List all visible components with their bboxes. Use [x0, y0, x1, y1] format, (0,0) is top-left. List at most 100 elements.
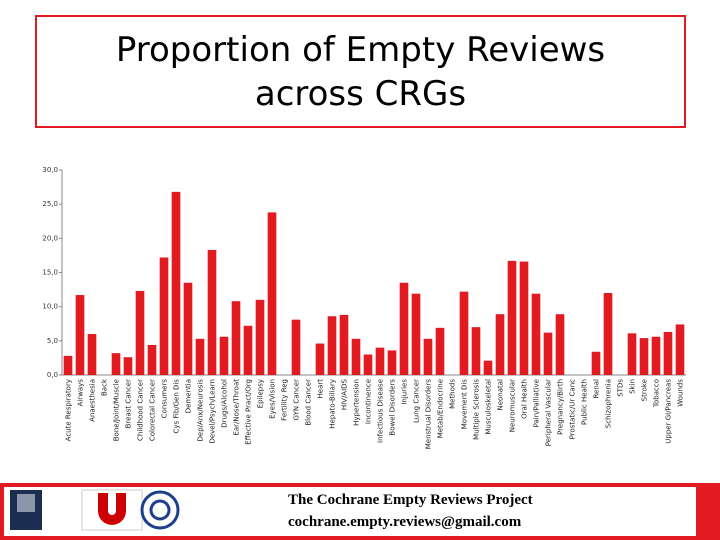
bar: [363, 354, 373, 375]
bar: [531, 293, 541, 375]
bar: [471, 327, 481, 375]
x-tick-label: Upper GI/Pancreas: [665, 379, 673, 444]
bar: [231, 301, 241, 375]
bar: [267, 212, 277, 375]
bar: [183, 282, 193, 375]
x-tick-label: Eyes/Vision: [269, 379, 277, 419]
x-tick-label: Drugs/Alcohol: [221, 379, 229, 428]
bar: [663, 331, 673, 375]
x-tick-label: Pregnancy/Birth: [557, 379, 565, 435]
x-tick-label: Prostatic/Ur Canc: [569, 379, 577, 440]
x-tick-label: Breast Cancer: [125, 379, 133, 429]
bar: [603, 293, 613, 375]
chart-title: Proportion of Empty Reviews across CRGs: [115, 29, 606, 114]
x-tick-label: Dep/Anx/Neurosis: [197, 379, 205, 442]
bar: [387, 350, 397, 375]
x-tick-label: GYN Cancer: [293, 379, 301, 421]
y-tick-label: 30,0: [42, 166, 58, 174]
x-tick-label: Musculoskeletal: [485, 379, 493, 435]
bar: [639, 338, 649, 375]
footer-project: The Cochrane Empty Reviews Project: [288, 492, 533, 508]
y-tick-label: 5,0: [47, 337, 58, 345]
x-tick-label: Neonatal: [497, 379, 505, 411]
x-tick-label: Airways: [77, 379, 85, 407]
x-tick-label: Menstrual Disorders: [425, 379, 433, 450]
x-tick-label: Effective Pract/Org: [245, 379, 253, 445]
bar: [255, 299, 265, 375]
bar: [291, 319, 301, 375]
x-tick-label: Schizophrenia: [605, 379, 613, 428]
x-tick-label: Bowel Disorders: [389, 379, 397, 436]
x-tick-label: STDs: [617, 379, 625, 397]
x-tick-label: Oral Health: [521, 379, 529, 419]
x-tick-label: Multiple Sclerosis: [473, 379, 481, 440]
bar: [195, 338, 205, 375]
x-tick-label: Skin: [629, 379, 637, 394]
x-tick-label: Back: [101, 378, 109, 396]
x-tick-label: Acute Respiratory: [65, 379, 73, 441]
x-tick-label: Renal: [593, 379, 601, 399]
x-tick-label: Tobacco: [653, 379, 661, 408]
x-tick-label: Hepato-Biliary: [329, 379, 337, 429]
bar: [375, 347, 385, 375]
y-tick-label: 20,0: [42, 234, 58, 242]
bar: [519, 261, 529, 375]
x-tick-label: Devel/Psych/Learn: [209, 379, 217, 444]
x-tick-label: HIV/AIDS: [341, 378, 349, 410]
x-tick-label: Dementia: [185, 379, 193, 413]
bar: [111, 353, 121, 375]
bar: [495, 314, 505, 375]
x-tick-label: Methods: [449, 379, 457, 409]
bar: [339, 314, 349, 375]
x-tick-label: Ear/Nose/Throat: [233, 379, 241, 436]
x-tick-label: Anaesthesia: [89, 379, 97, 422]
x-tick-label: Infectious Disease: [377, 379, 385, 443]
bar: [627, 333, 637, 375]
x-tick-label: Incontinence: [365, 379, 373, 424]
x-tick-label: Epilepsy: [257, 379, 265, 408]
x-tick-label: Childhood Cancer: [137, 379, 145, 441]
x-tick-label: Consumers: [161, 379, 169, 419]
x-tick-label: Public Health: [581, 379, 589, 425]
bar: [483, 360, 493, 375]
bar: [351, 338, 361, 375]
x-tick-label: Peripheral Vascular: [545, 379, 553, 446]
utah-logo: [81, 489, 143, 531]
bar: [435, 327, 445, 375]
x-tick-label: Hypertension: [353, 379, 361, 426]
x-tick-label: Neuromuscular: [509, 379, 517, 432]
bar: [543, 332, 553, 375]
y-tick-label: 10,0: [42, 303, 58, 311]
x-tick-label: Metab/Endocrine: [437, 379, 445, 438]
bar: [555, 314, 565, 375]
x-tick-label: Cys Fib/Gen Dis: [173, 379, 181, 434]
bar: [159, 257, 169, 375]
y-tick-label: 15,0: [42, 269, 58, 277]
x-tick-label: Movement Dis: [461, 379, 469, 430]
y-tick-label: 25,0: [42, 200, 58, 208]
bar: [147, 344, 157, 375]
bar: [243, 325, 253, 375]
bar: [87, 334, 97, 375]
bar: [675, 324, 685, 375]
x-tick-label: Bone/Joint/Muscle: [113, 379, 121, 441]
x-tick-label: Fertility Reg: [281, 379, 289, 421]
footer-email: cochrane.empty.reviews@gmail.com: [288, 514, 522, 530]
x-tick-label: Heart: [317, 379, 325, 399]
bar: [399, 282, 409, 375]
title-box: Proportion of Empty Reviews across CRGs: [35, 15, 686, 128]
bar: [171, 191, 181, 375]
y-tick-label: 0,0: [47, 371, 58, 379]
bar: [423, 338, 433, 375]
bar: [75, 295, 85, 375]
bar: [123, 357, 133, 375]
bar: [315, 343, 325, 375]
bar: [207, 249, 217, 375]
bar: [219, 336, 229, 375]
bar: [459, 291, 469, 375]
x-tick-label: Wounds: [677, 379, 685, 407]
x-tick-label: Lung Cancer: [413, 379, 421, 423]
bar: [411, 293, 421, 375]
x-tick-label: Pain/Palliative: [533, 379, 541, 427]
bar: [63, 355, 73, 375]
